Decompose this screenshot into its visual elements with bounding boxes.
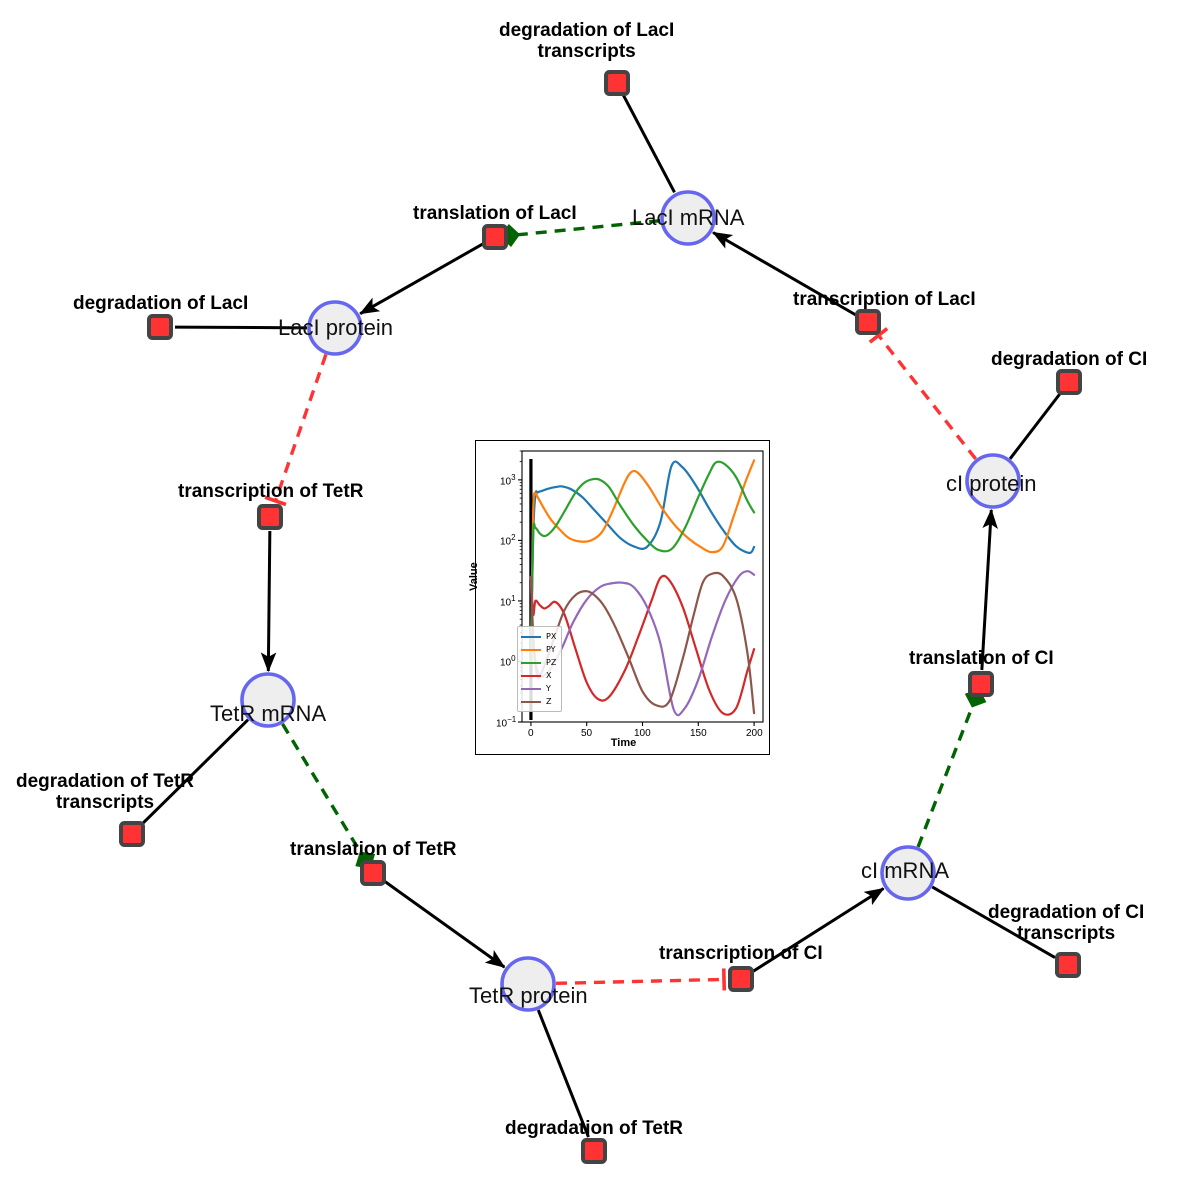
legend-item-PZ: PZ: [521, 656, 556, 669]
legend-swatch-Z: [521, 700, 541, 703]
legend-swatch-PX: [521, 635, 541, 638]
reaction-node-translation_laci[interactable]: [482, 224, 508, 250]
reaction-node-deg_tetr_transcripts[interactable]: [119, 821, 145, 847]
legend-label-PX: PX: [546, 632, 557, 641]
species-label-tetr_protein: TetR protein: [469, 983, 588, 1008]
legend-label-PY: PY: [546, 645, 556, 654]
y-axis-label: Value: [468, 562, 480, 591]
legend-swatch-PZ: [521, 661, 541, 664]
reaction-node-deg_tetr[interactable]: [581, 1138, 607, 1164]
edge-tetr_mrna-to-deg_tetr_transcripts: [141, 718, 250, 825]
x-tick-label: 100: [634, 728, 651, 739]
edge-ci_mrna-to-deg_ci_transcripts: [931, 885, 1056, 959]
edge-laci_mrna-to-translation_laci: [499, 219, 661, 248]
inhibition-bar: [264, 495, 287, 507]
edge-tetr_protein-to-deg_tetr: [536, 1009, 590, 1138]
plot-line-X: [529, 574, 756, 716]
reaction-label-deg_ci: degradation of CI: [991, 349, 1148, 370]
legend-swatch-PY: [521, 648, 541, 651]
reaction-node-transcription_ci[interactable]: [728, 966, 754, 992]
x-tick-label: 200: [746, 728, 763, 739]
legend-swatch-Y: [521, 687, 541, 690]
legend-item-Z: Z: [521, 695, 556, 708]
timecourse-plot-inset: 0 50 100 150 200 10−1 100 101 102 103 PX PY PZ X Y Z T…: [468, 440, 770, 755]
edge-ci_protein-to-transcription_laci: [877, 335, 978, 461]
species-label-laci_mrna: LacI mRNA: [632, 205, 745, 230]
reaction-node-transcription_tetr[interactable]: [257, 504, 283, 530]
x-tick-label: 0: [528, 728, 534, 739]
legend-label-Z: Z: [546, 697, 552, 706]
species-node-laci_mrna[interactable]: [660, 190, 716, 246]
reaction-label-translation_laci: translation of LacI: [413, 203, 577, 224]
reaction-label-translation_ci: translation of CI: [909, 648, 1054, 669]
species-label-ci_protein: cI protein: [946, 471, 1037, 496]
species-label-ci_mrna: cI mRNA: [861, 858, 949, 883]
reaction-label-translation_tetr: translation of TetR: [290, 839, 457, 860]
legend-item-X: X: [521, 669, 556, 682]
reaction-label-deg_tetr: degradation of TetR: [505, 1118, 684, 1139]
reaction-label-deg_tetr_transcripts: degradation of TetR transcripts: [16, 771, 195, 814]
legend-label-Y: Y: [546, 684, 551, 693]
reaction-label-transcription_tetr: transcription of TetR: [178, 481, 364, 502]
species-label-tetr_mrna: TetR mRNA: [210, 701, 327, 726]
legend-label-PZ: PZ: [546, 658, 557, 667]
x-tick-label: 150: [690, 728, 707, 739]
reaction-node-transcription_laci[interactable]: [855, 309, 881, 335]
edge-tetr_mrna-to-translation_tetr: [281, 723, 376, 869]
edge-transcription_ci-to-ci_mrna: [752, 887, 885, 973]
y-tick-label: 103: [500, 473, 516, 488]
edge-transcription_laci-to-laci_mrna: [712, 231, 857, 317]
reaction-node-translation_tetr[interactable]: [360, 860, 386, 886]
reaction-node-deg_laci[interactable]: [147, 314, 173, 340]
edge-tetr_protein-to-transcription_ci: [555, 977, 724, 986]
species-node-tetr_protein[interactable]: [500, 956, 556, 1012]
species-node-laci_protein[interactable]: [307, 300, 363, 356]
y-tick-label: 101: [500, 594, 516, 609]
species-node-ci_mrna[interactable]: [880, 845, 936, 901]
legend-swatch-X: [521, 674, 541, 677]
edge-deg_laci_transcripts-to-laci_mrna: [622, 94, 676, 194]
edge-transcription_tetr-to-tetr_mrna: [260, 530, 277, 673]
legend-item-Y: Y: [521, 682, 556, 695]
plot-line-PZ: [529, 460, 756, 663]
species-node-tetr_mrna[interactable]: [240, 672, 296, 728]
inhibition-bar: [721, 968, 727, 991]
x-tick-label: 50: [581, 728, 593, 739]
reaction-node-deg_ci_transcripts[interactable]: [1055, 952, 1081, 978]
edge-laci_protein-to-deg_laci: [174, 325, 308, 330]
reaction-label-deg_ci_transcripts: degradation of CI transcripts: [988, 902, 1145, 945]
inhibition-bar: [868, 327, 889, 344]
edge-translation_ci-to-ci_protein: [980, 508, 998, 671]
plot-legend: PX PY PZ X Y Z: [517, 626, 563, 712]
reaction-node-deg_laci_transcripts[interactable]: [604, 70, 630, 96]
edge-laci_protein-to-transcription_tetr: [274, 353, 328, 501]
reaction-node-translation_ci[interactable]: [968, 671, 994, 697]
edge-ci_mrna-to-translation_ci: [916, 688, 987, 848]
plot-line-Y: [529, 570, 756, 717]
edge-translation_laci-to-laci_protein: [359, 242, 484, 315]
species-node-ci_protein[interactable]: [965, 453, 1021, 509]
y-tick-label: 100: [500, 654, 516, 669]
reaction-label-deg_laci: degradation of LacI: [73, 293, 249, 314]
legend-item-PY: PY: [521, 643, 556, 656]
plot-line-PY: [529, 459, 756, 663]
plot-series-group: [529, 459, 756, 717]
species-label-laci_protein: LacI protein: [278, 315, 393, 340]
reaction-node-deg_ci[interactable]: [1056, 369, 1082, 395]
legend-item-PX: PX: [521, 630, 556, 643]
reaction-label-transcription_laci: transcription of LacI: [793, 289, 976, 310]
edge-translation_tetr-to-tetr_protein: [383, 879, 506, 969]
plot-line-PX: [529, 460, 756, 663]
y-tick-label: 102: [500, 533, 516, 548]
x-axis-label: Time: [610, 737, 637, 749]
legend-label-X: X: [546, 671, 552, 680]
reaction-label-deg_laci_transcripts: degradation of LacI transcripts: [499, 20, 675, 63]
y-tick-label: 10−1: [496, 715, 517, 730]
edge-ci_protein-to-deg_ci: [1008, 392, 1062, 460]
reaction-label-transcription_ci: transcription of CI: [659, 943, 823, 964]
